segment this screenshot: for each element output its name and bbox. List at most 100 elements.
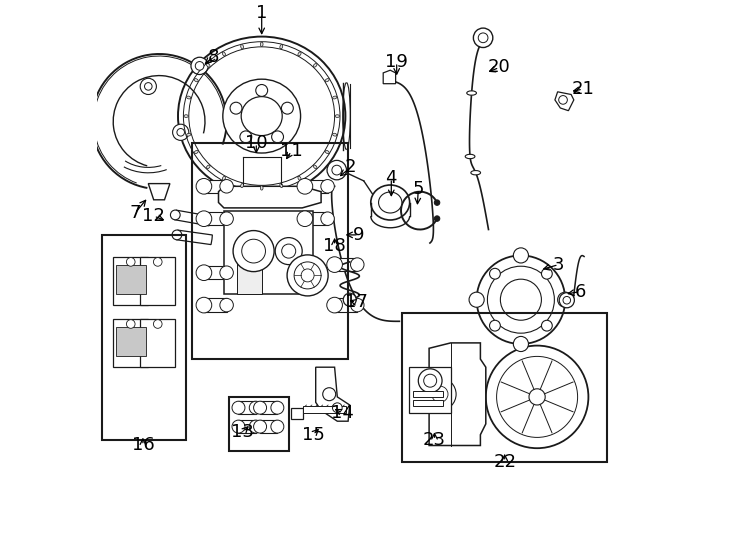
Ellipse shape bbox=[280, 184, 283, 187]
Circle shape bbox=[418, 369, 442, 393]
Circle shape bbox=[287, 255, 328, 296]
Polygon shape bbox=[555, 92, 574, 111]
Circle shape bbox=[271, 420, 284, 433]
Bar bbox=[113, 319, 148, 367]
Circle shape bbox=[424, 374, 437, 387]
Text: 2: 2 bbox=[345, 158, 357, 177]
Text: 1: 1 bbox=[256, 4, 267, 23]
Circle shape bbox=[233, 231, 274, 272]
Circle shape bbox=[254, 401, 266, 414]
Bar bbox=[291, 408, 303, 418]
Text: 17: 17 bbox=[345, 293, 368, 312]
Ellipse shape bbox=[241, 45, 244, 49]
Circle shape bbox=[351, 258, 364, 271]
Bar bbox=[305, 179, 327, 193]
Text: 10: 10 bbox=[245, 134, 268, 152]
Bar bbox=[303, 406, 346, 413]
Ellipse shape bbox=[222, 52, 225, 56]
Bar bbox=[113, 256, 148, 305]
Circle shape bbox=[487, 266, 554, 333]
Circle shape bbox=[153, 258, 162, 266]
Ellipse shape bbox=[467, 91, 476, 95]
Ellipse shape bbox=[379, 192, 402, 213]
Text: 18: 18 bbox=[323, 237, 346, 255]
Ellipse shape bbox=[261, 186, 263, 190]
Bar bbox=[204, 212, 227, 226]
Text: 7: 7 bbox=[129, 204, 140, 222]
Circle shape bbox=[232, 420, 245, 433]
Ellipse shape bbox=[280, 45, 283, 49]
Circle shape bbox=[486, 346, 589, 448]
Bar bbox=[229, 397, 288, 451]
Ellipse shape bbox=[313, 64, 317, 67]
Circle shape bbox=[220, 298, 233, 312]
Ellipse shape bbox=[371, 185, 410, 220]
Text: 16: 16 bbox=[131, 436, 154, 455]
Circle shape bbox=[301, 269, 314, 282]
Ellipse shape bbox=[195, 79, 198, 82]
Circle shape bbox=[196, 297, 211, 313]
Bar bbox=[239, 420, 255, 433]
Ellipse shape bbox=[186, 96, 191, 99]
Circle shape bbox=[145, 83, 152, 90]
Bar bbox=[204, 298, 227, 312]
Polygon shape bbox=[316, 367, 349, 421]
Circle shape bbox=[297, 211, 313, 226]
Text: 14: 14 bbox=[331, 404, 354, 422]
Bar bbox=[260, 401, 277, 414]
Bar bbox=[140, 319, 175, 367]
Text: 6: 6 bbox=[575, 282, 586, 301]
Circle shape bbox=[232, 401, 245, 414]
Text: 23: 23 bbox=[423, 431, 446, 449]
Bar bbox=[413, 391, 443, 397]
Circle shape bbox=[172, 230, 182, 240]
Circle shape bbox=[563, 296, 570, 304]
Bar bbox=[116, 265, 145, 294]
Text: 15: 15 bbox=[302, 426, 324, 444]
Bar bbox=[239, 401, 255, 414]
Text: 9: 9 bbox=[353, 226, 365, 244]
Polygon shape bbox=[383, 70, 396, 84]
Circle shape bbox=[281, 102, 294, 114]
Polygon shape bbox=[175, 210, 211, 226]
Circle shape bbox=[250, 401, 262, 414]
Bar bbox=[237, 251, 262, 294]
Circle shape bbox=[332, 165, 341, 175]
Circle shape bbox=[271, 401, 284, 414]
Ellipse shape bbox=[241, 184, 244, 187]
Text: 21: 21 bbox=[572, 80, 595, 98]
Ellipse shape bbox=[195, 151, 198, 153]
Circle shape bbox=[177, 129, 184, 136]
Polygon shape bbox=[219, 186, 321, 208]
Ellipse shape bbox=[241, 97, 282, 136]
Circle shape bbox=[172, 124, 189, 140]
Ellipse shape bbox=[298, 52, 301, 56]
Text: 5: 5 bbox=[413, 180, 424, 198]
Circle shape bbox=[126, 258, 135, 266]
Ellipse shape bbox=[465, 154, 475, 159]
Circle shape bbox=[196, 211, 211, 226]
Bar bbox=[260, 420, 277, 433]
Circle shape bbox=[241, 239, 266, 263]
Ellipse shape bbox=[178, 37, 346, 195]
Circle shape bbox=[153, 320, 162, 328]
Bar bbox=[409, 367, 451, 413]
Ellipse shape bbox=[333, 133, 337, 136]
Bar bbox=[402, 313, 607, 462]
Bar bbox=[413, 400, 443, 406]
Circle shape bbox=[321, 179, 334, 193]
Ellipse shape bbox=[223, 79, 301, 153]
Bar bbox=[204, 179, 227, 193]
Ellipse shape bbox=[206, 165, 210, 168]
Text: 11: 11 bbox=[280, 142, 302, 160]
Bar bbox=[116, 327, 145, 356]
Circle shape bbox=[321, 212, 334, 226]
Circle shape bbox=[333, 403, 342, 413]
Circle shape bbox=[254, 420, 266, 433]
Ellipse shape bbox=[184, 114, 188, 118]
Circle shape bbox=[220, 179, 233, 193]
Bar bbox=[335, 258, 357, 271]
Circle shape bbox=[559, 96, 567, 104]
Circle shape bbox=[220, 212, 233, 226]
Polygon shape bbox=[429, 343, 486, 445]
